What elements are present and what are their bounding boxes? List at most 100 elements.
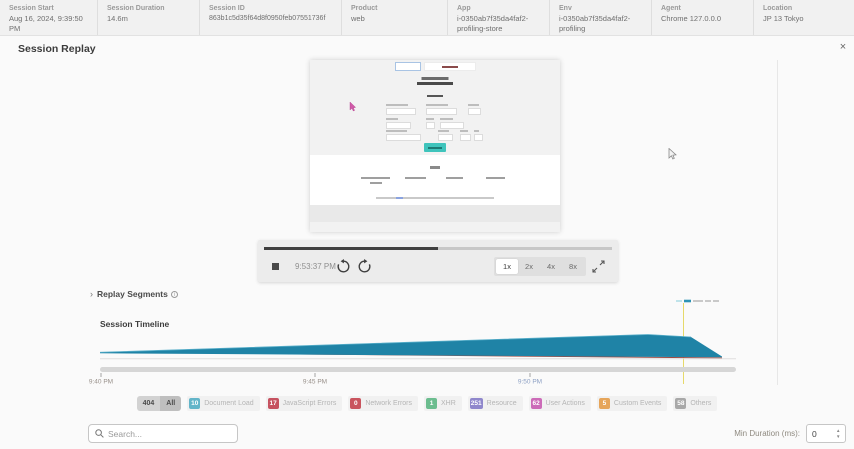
preview-form-input bbox=[474, 133, 483, 141]
chip-document-load[interactable]: 10 Document Load bbox=[187, 396, 260, 411]
mouse-cursor-icon bbox=[668, 148, 677, 160]
preview-form-input bbox=[440, 121, 464, 129]
meta-value: JP 13 Tokyo bbox=[763, 14, 804, 23]
speed-1x-button[interactable]: 1x bbox=[496, 259, 518, 274]
meta-label: Session ID bbox=[209, 5, 245, 12]
timeline-activity-wedge bbox=[100, 334, 722, 358]
timeline-tooltip-mark bbox=[684, 299, 691, 303]
replay-forward-icon[interactable] bbox=[357, 259, 372, 274]
seek-bar-fill bbox=[264, 247, 438, 250]
preview-footer-link bbox=[486, 177, 505, 179]
speed-2x-button[interactable]: 2x bbox=[525, 262, 533, 271]
meta-label: App bbox=[457, 5, 471, 12]
replay-segments-toggle[interactable]: › Replay Segments i bbox=[90, 289, 178, 299]
chip-label: User Actions bbox=[545, 400, 585, 407]
filter-count-segment[interactable]: 404 bbox=[136, 396, 161, 411]
chip-custom-events[interactable]: 5 Custom Events bbox=[596, 396, 668, 411]
chip-count-badge: 5 bbox=[598, 398, 610, 409]
chevron-right-icon: › bbox=[90, 289, 93, 299]
stop-button[interactable] bbox=[272, 263, 279, 270]
close-icon[interactable]: × bbox=[839, 41, 847, 53]
meta-agent: Agent Chrome 127.0.0.0 bbox=[651, 0, 753, 35]
timeline-tooltip-mark bbox=[713, 300, 719, 302]
chip-others[interactable]: 58 Others bbox=[673, 396, 718, 411]
playback-time: 9:53:37 PM bbox=[295, 262, 336, 271]
preview-fine-print bbox=[376, 196, 494, 199]
preview-form-input bbox=[468, 108, 481, 115]
chip-resource[interactable]: 251 Resource bbox=[467, 396, 523, 411]
speed-4x-button[interactable]: 4x bbox=[547, 262, 555, 271]
axis-label: 9:45 PM bbox=[303, 379, 327, 386]
chip-count-badge: 10 bbox=[189, 398, 201, 409]
speed-selector: 1x 2x 4x 8x bbox=[494, 257, 586, 276]
meta-product: Product web bbox=[341, 0, 447, 35]
timeline-wedge-highlight bbox=[99, 334, 692, 353]
meta-session-id: Session ID 863b1c5d35f64d8f0950feb075517… bbox=[199, 0, 341, 35]
preview-form-input bbox=[438, 133, 453, 141]
preview-form-label bbox=[386, 118, 398, 120]
chip-count-badge: 62 bbox=[530, 398, 542, 409]
search-box bbox=[88, 424, 238, 443]
timeline-scrollbar[interactable] bbox=[100, 367, 736, 372]
preview-title-line bbox=[421, 77, 449, 80]
chip-label: XHR bbox=[441, 400, 456, 407]
info-icon[interactable]: i bbox=[170, 290, 178, 298]
page-title: Session Replay bbox=[18, 43, 96, 55]
preview-footer-title bbox=[430, 166, 440, 169]
filter-all-segment[interactable]: All bbox=[160, 396, 182, 411]
search-icon bbox=[95, 429, 104, 438]
chip-count-badge: 17 bbox=[267, 398, 279, 409]
timeline-tooltip-mark bbox=[693, 300, 703, 302]
timeline-tooltip-mark bbox=[705, 300, 711, 302]
preview-form-label bbox=[426, 118, 434, 120]
preview-form-input bbox=[386, 121, 411, 129]
preview-form-input bbox=[460, 133, 471, 141]
chip-count-badge: 1 bbox=[426, 398, 438, 409]
preview-form-label bbox=[468, 104, 479, 106]
session-timeline-chart[interactable]: 9:40 PM 9:45 PM 9:50 PM bbox=[85, 296, 740, 388]
chip-xhr[interactable]: 1 XHR bbox=[424, 396, 462, 411]
meta-value: i-0350ab7f35da4faf2-profiling-store bbox=[457, 14, 529, 33]
fullscreen-icon[interactable] bbox=[592, 260, 605, 273]
event-filter-row: 404 All 10 Document Load 17 JavaScript E… bbox=[0, 396, 854, 411]
meta-location: Location JP 13 Tokyo bbox=[753, 0, 854, 35]
chip-label: Custom Events bbox=[613, 400, 662, 407]
preview-form-input bbox=[386, 108, 416, 115]
search-input[interactable] bbox=[108, 428, 231, 439]
replay-back-icon[interactable] bbox=[336, 259, 351, 274]
spinner-up-icon[interactable]: ▲ bbox=[836, 427, 841, 433]
min-duration-input[interactable] bbox=[807, 428, 833, 439]
chip-label: Others bbox=[690, 400, 712, 407]
preview-form-label bbox=[460, 130, 468, 132]
count-all-toggle: 404 All bbox=[136, 396, 182, 411]
replay-viewport bbox=[310, 60, 560, 232]
player-controls: 9:53:37 PM 1x 2x 4x 8x bbox=[258, 240, 618, 282]
meta-label: Agent bbox=[661, 5, 681, 12]
preview-title-line bbox=[417, 81, 453, 85]
meta-value: 14.6m bbox=[107, 14, 128, 23]
chip-user-actions[interactable]: 62 User Actions bbox=[528, 396, 591, 411]
chip-label: Resource bbox=[486, 400, 517, 407]
seek-bar[interactable] bbox=[264, 247, 612, 250]
chip-javascript-errors[interactable]: 17 JavaScript Errors bbox=[265, 396, 343, 411]
axis-label: 9:40 PM bbox=[89, 379, 113, 386]
speed-8x-button[interactable]: 8x bbox=[569, 262, 577, 271]
chip-label: JavaScript Errors bbox=[282, 400, 337, 407]
min-duration-box: ▲ ▼ bbox=[806, 424, 846, 443]
preview-footer-link bbox=[370, 181, 382, 184]
vertical-divider bbox=[777, 60, 778, 385]
spinner-down-icon[interactable]: ▼ bbox=[836, 433, 841, 439]
chip-network-errors[interactable]: 0 Network Errors bbox=[348, 396, 419, 411]
preview-form-label bbox=[440, 118, 453, 120]
meta-session-start: Session Start Aug 16, 2024, 9:39:50 PM bbox=[0, 0, 97, 35]
meta-value: Chrome 127.0.0.0 bbox=[661, 14, 722, 23]
preview-form-label bbox=[426, 104, 448, 106]
preview-footer-link bbox=[446, 177, 463, 179]
meta-env: Env i-0350ab7f35da4faf2-profiling bbox=[549, 0, 651, 35]
preview-form-label bbox=[386, 130, 407, 132]
preview-form-label bbox=[438, 130, 449, 132]
click-cursor-icon bbox=[349, 102, 357, 112]
min-duration-control: Min Duration (ms): ▲ ▼ bbox=[734, 424, 846, 443]
preview-form-label bbox=[474, 130, 479, 132]
meta-session-duration: Session Duration 14.6m bbox=[97, 0, 199, 35]
